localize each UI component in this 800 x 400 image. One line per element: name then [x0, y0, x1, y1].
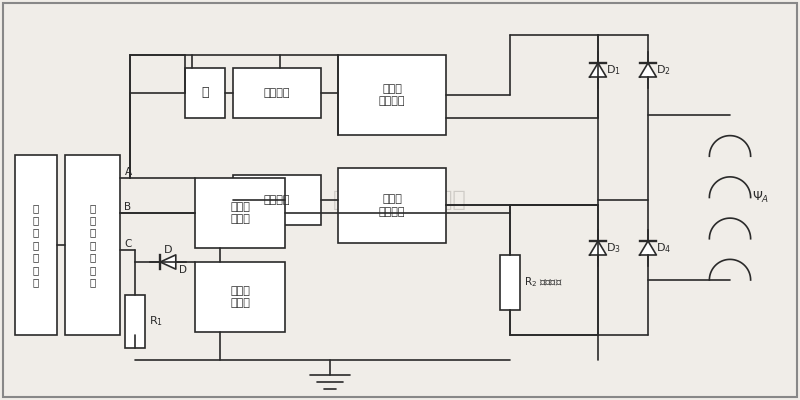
- Polygon shape: [640, 63, 656, 77]
- Text: 门: 门: [202, 86, 209, 100]
- Bar: [15, 155, 57, 335]
- Polygon shape: [590, 241, 606, 255]
- Text: 比较器
（二）: 比较器 （二）: [230, 286, 250, 308]
- Bar: [500, 255, 520, 310]
- Text: D$_2$: D$_2$: [656, 63, 671, 77]
- Bar: [338, 168, 446, 243]
- Text: 杭州绿普科技有限公司: 杭州绿普科技有限公司: [333, 190, 467, 210]
- Text: R$_2$ 取样电阻: R$_2$ 取样电阻: [524, 275, 562, 289]
- Text: D: D: [164, 245, 172, 255]
- Bar: [65, 155, 120, 335]
- Text: D: D: [179, 265, 187, 275]
- Text: R$_1$: R$_1$: [149, 314, 163, 328]
- Text: A: A: [125, 167, 131, 177]
- Bar: [233, 68, 321, 118]
- Bar: [185, 68, 225, 118]
- Bar: [233, 175, 321, 225]
- Text: 上号驱动: 上号驱动: [264, 88, 290, 98]
- Text: D$_4$: D$_4$: [656, 241, 671, 255]
- Text: 脉
冲
环
形
分
配
器: 脉 冲 环 形 分 配 器: [90, 203, 96, 287]
- Text: Ψ$_A$: Ψ$_A$: [752, 190, 770, 204]
- Text: D$_1$: D$_1$: [606, 63, 621, 77]
- Text: 功率桥
上驱动管: 功率桥 上驱动管: [378, 84, 406, 106]
- Text: C: C: [124, 239, 132, 249]
- Bar: [338, 55, 446, 135]
- Bar: [125, 295, 145, 348]
- Text: 下号驱动: 下号驱动: [264, 195, 290, 205]
- Text: 比较器
（一）: 比较器 （一）: [230, 202, 250, 224]
- Text: B: B: [125, 202, 131, 212]
- Bar: [195, 262, 285, 332]
- Polygon shape: [160, 255, 176, 269]
- Text: D$_3$: D$_3$: [606, 241, 621, 255]
- Polygon shape: [590, 63, 606, 77]
- Polygon shape: [640, 241, 656, 255]
- Text: 主
控
脉
冲
触
发
器: 主 控 脉 冲 触 发 器: [33, 203, 39, 287]
- Text: 功率桥
下驱动器: 功率桥 下驱动器: [378, 194, 406, 217]
- Bar: [195, 178, 285, 248]
